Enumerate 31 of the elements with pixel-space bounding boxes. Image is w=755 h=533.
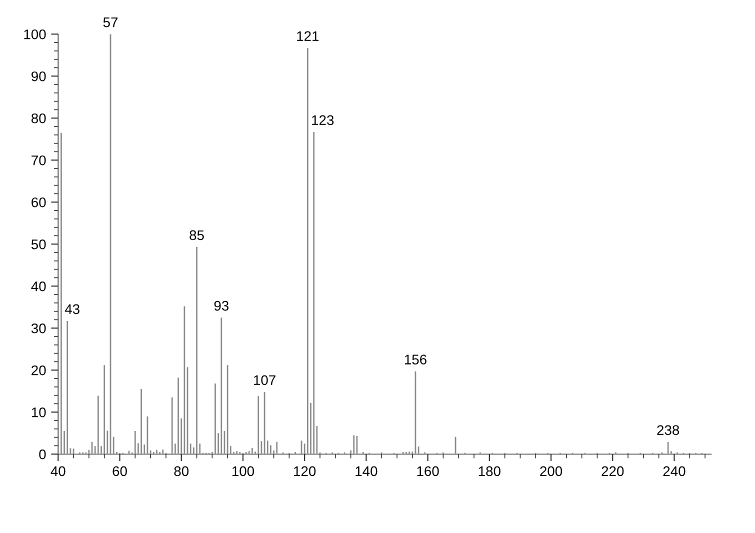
y-tick-label: 60 <box>32 197 46 208</box>
x-tick-label: 60 <box>112 466 127 476</box>
y-tick-label: 20 <box>32 365 46 376</box>
x-tick-label: 240 <box>663 466 686 476</box>
x-tick-label: 220 <box>602 466 624 476</box>
annotation: 93 <box>214 300 229 311</box>
x-tick-label: 100 <box>232 466 254 476</box>
y-tick-label: 80 <box>31 113 46 124</box>
y-tick-label: 70 <box>32 155 46 166</box>
y-tick-label: 10 <box>32 407 46 418</box>
y-tick-label: 40 <box>31 281 46 292</box>
y-tick-label: 90 <box>32 71 46 82</box>
y-tick-label: 30 <box>31 323 46 334</box>
annotation: 43 <box>64 304 80 314</box>
y-tick-label: 0 <box>39 449 46 460</box>
annotation: 238 <box>657 425 680 436</box>
annotation: 123 <box>312 115 334 126</box>
y-tick-label: 100 <box>24 29 46 40</box>
x-tick-label: 180 <box>478 466 500 476</box>
annotation: 57 <box>103 18 118 28</box>
y-tick-label: 50 <box>31 239 46 250</box>
annotation: 85 <box>190 230 204 240</box>
annotation: 156 <box>404 354 426 364</box>
x-tick-label: 80 <box>174 466 189 476</box>
x-tick-label: 120 <box>294 466 316 476</box>
x-tick-label: 200 <box>540 466 562 476</box>
x-tick-label: 140 <box>356 466 378 476</box>
x-tick-label: 160 <box>417 466 439 476</box>
x-tick-label: 40 <box>50 466 66 476</box>
annotation: 107 <box>254 375 276 386</box>
annotation: 121 <box>297 31 319 41</box>
